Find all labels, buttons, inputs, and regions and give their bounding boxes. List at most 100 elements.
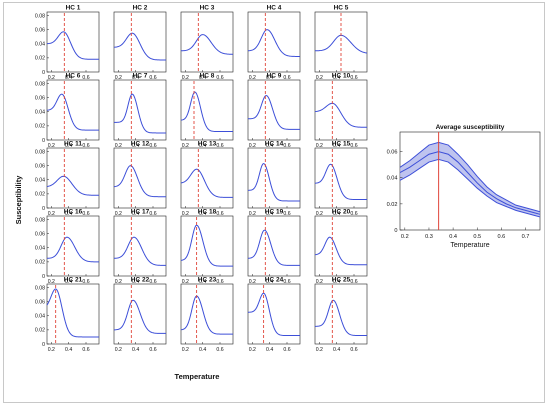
x-tick-label: 0.6 bbox=[149, 347, 156, 353]
panel-title: HC 16 bbox=[64, 209, 83, 216]
x-tick-label: 0.2 bbox=[182, 75, 189, 81]
panel-axes-box bbox=[247, 11, 301, 73]
y-tick-label: 0.02 bbox=[35, 328, 45, 334]
panel-axes-box bbox=[113, 11, 167, 73]
x-tick-label: 0.5 bbox=[473, 234, 481, 240]
susceptibility-curve bbox=[114, 93, 166, 134]
panel-axes-box bbox=[46, 283, 100, 345]
x-tick-label: 0.2 bbox=[115, 211, 122, 217]
y-tick-label: 0.06 bbox=[35, 163, 45, 169]
y-tick-label: 0 bbox=[42, 70, 45, 76]
y-tick-label: 0.06 bbox=[35, 27, 45, 33]
hc-panel: HC 14 0.2 0.4 0.6 bbox=[247, 141, 301, 217]
panel-axes-box bbox=[180, 11, 234, 73]
hc-panel: HC 20 0.2 0.4 0.6 bbox=[314, 209, 368, 285]
x-tick-label: 0.6 bbox=[149, 279, 156, 285]
panel-axes-box bbox=[113, 215, 167, 277]
panel-axes-box bbox=[46, 215, 100, 277]
susceptibility-curve bbox=[247, 94, 300, 130]
x-tick-label: 0.2 bbox=[48, 211, 55, 217]
y-tick-label: 0 bbox=[42, 274, 45, 280]
x-tick-label: 0.4 bbox=[65, 211, 72, 217]
y-tick-label: 0.02 bbox=[35, 56, 45, 62]
susceptibility-curve bbox=[46, 175, 99, 196]
y-tick-label: 0.08 bbox=[35, 149, 45, 155]
hc-panel: HC 600.020.040.060.080.2 0.4 0.6 bbox=[35, 73, 100, 149]
panel-title: HC 5 bbox=[334, 5, 349, 12]
lower-bound-line bbox=[399, 158, 541, 218]
panel-axes-box bbox=[314, 147, 368, 209]
x-tick-label: 0.2 bbox=[249, 347, 256, 353]
y-tick-label: 0 bbox=[42, 206, 45, 212]
susceptibility-curve bbox=[314, 163, 367, 201]
x-tick-label: 0.6 bbox=[497, 234, 505, 240]
hc-panel: HC 17 0.2 0.4 0.6 bbox=[113, 209, 167, 285]
panel-title: HC 13 bbox=[198, 141, 217, 148]
y-tick-label: 0.08 bbox=[35, 81, 45, 87]
x-tick-label: 0.2 bbox=[316, 279, 323, 285]
susceptibility-curve bbox=[46, 288, 99, 338]
panel-title: HC 12 bbox=[131, 141, 150, 148]
hc-panel: HC 23 0.2 0.4 0.6 bbox=[180, 277, 234, 353]
x-tick-label: 0.2 bbox=[316, 75, 323, 81]
y-tick-label: 0.06 bbox=[35, 231, 45, 237]
x-tick-label: 0.4 bbox=[132, 279, 139, 285]
x-tick-label: 0.4 bbox=[199, 75, 206, 81]
x-tick-label: 0.2 bbox=[115, 347, 122, 353]
panel-title: HC 2 bbox=[133, 5, 148, 12]
hc-panel: HC 18 0.2 0.4 0.6 bbox=[180, 209, 234, 285]
susceptibility-curve bbox=[247, 292, 300, 337]
panel-title: HC 15 bbox=[332, 141, 351, 148]
panel-title: HC 20 bbox=[332, 209, 351, 216]
x-tick-label: 0.6 bbox=[350, 75, 357, 81]
susceptibility-curve bbox=[180, 34, 234, 55]
susceptibility-curve bbox=[113, 32, 166, 61]
susceptibility-curve bbox=[180, 91, 233, 133]
x-tick-label: 0.4 bbox=[65, 279, 72, 285]
hc-panel: HC 3 0.2 0.4 0.6 bbox=[180, 5, 234, 81]
y-tick-label: 0 bbox=[42, 342, 45, 348]
panel-axes-box bbox=[314, 79, 368, 141]
susceptibility-curve bbox=[247, 29, 300, 57]
x-tick-label: 0.4 bbox=[132, 75, 139, 81]
x-tick-label: 0.6 bbox=[350, 211, 357, 217]
hc-panel: HC 1 0 0.02 0.04 0.06 0.08 0.2 0.4 0.6 bbox=[35, 5, 100, 81]
susceptibility-curve bbox=[314, 102, 367, 128]
x-tick-label: 0.4 bbox=[333, 75, 340, 81]
susceptibility-curve bbox=[46, 236, 100, 263]
x-tick-label: 0.4 bbox=[266, 143, 273, 149]
x-tick-label: 0.6 bbox=[350, 279, 357, 285]
panel-axes-box bbox=[180, 147, 234, 209]
y-tick-label: 0.04 bbox=[35, 178, 45, 184]
panel-title: HC 17 bbox=[131, 209, 150, 216]
grid-y-axis-label: Susceptibility bbox=[14, 175, 23, 225]
hc-panel: HC 2 0.2 0.4 0.6 bbox=[113, 5, 167, 81]
panel-axes-box bbox=[46, 147, 100, 209]
upper-bound-line bbox=[399, 141, 541, 213]
susceptibility-curve bbox=[46, 93, 99, 131]
hc-panel: HC 10 0.2 0.4 0.6 bbox=[314, 73, 368, 149]
panel-title: HC 24 bbox=[265, 277, 284, 284]
y-tick-label: 0.06 bbox=[35, 95, 45, 101]
panel-axes-box bbox=[113, 147, 167, 209]
hc-panel: HC 13 0.2 0.4 0.6 bbox=[180, 141, 234, 217]
panel-title: HC 1 bbox=[66, 5, 81, 12]
panel-title: HC 21 bbox=[64, 277, 83, 284]
x-tick-label: 0.4 bbox=[449, 234, 457, 240]
panel-title: HC 25 bbox=[332, 277, 351, 284]
x-tick-label: 0.4 bbox=[132, 211, 139, 217]
hc-panel: HC 7 0.2 0.4 0.6 bbox=[113, 73, 167, 149]
x-tick-label: 0.2 bbox=[48, 143, 55, 149]
x-tick-label: 0.3 bbox=[425, 234, 433, 240]
y-tick-label: 0.06 bbox=[387, 150, 398, 156]
x-tick-label: 0.6 bbox=[283, 347, 290, 353]
y-tick-label: 0.02 bbox=[35, 124, 45, 130]
panel-title: HC 4 bbox=[267, 5, 282, 12]
y-tick-label: 0.02 bbox=[35, 192, 45, 198]
hc-panel: HC 5 0.2 0.4 0.6 bbox=[314, 5, 368, 81]
y-tick-label: 0.06 bbox=[35, 299, 45, 305]
x-tick-label: 0.6 bbox=[216, 279, 223, 285]
x-tick-label: 0.2 bbox=[115, 143, 122, 149]
panel-axes-box bbox=[180, 79, 234, 141]
hc-panel: HC 15 0.2 0.4 0.6 bbox=[314, 141, 368, 217]
